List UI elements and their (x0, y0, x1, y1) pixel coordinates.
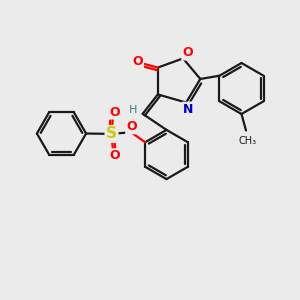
Text: H: H (129, 105, 137, 115)
Text: CH₃: CH₃ (238, 136, 256, 146)
Text: N: N (182, 103, 193, 116)
Text: O: O (109, 106, 120, 118)
Text: O: O (182, 46, 193, 59)
Text: O: O (126, 120, 137, 133)
Text: O: O (109, 149, 120, 162)
Text: O: O (133, 55, 143, 68)
Text: S: S (106, 126, 117, 141)
